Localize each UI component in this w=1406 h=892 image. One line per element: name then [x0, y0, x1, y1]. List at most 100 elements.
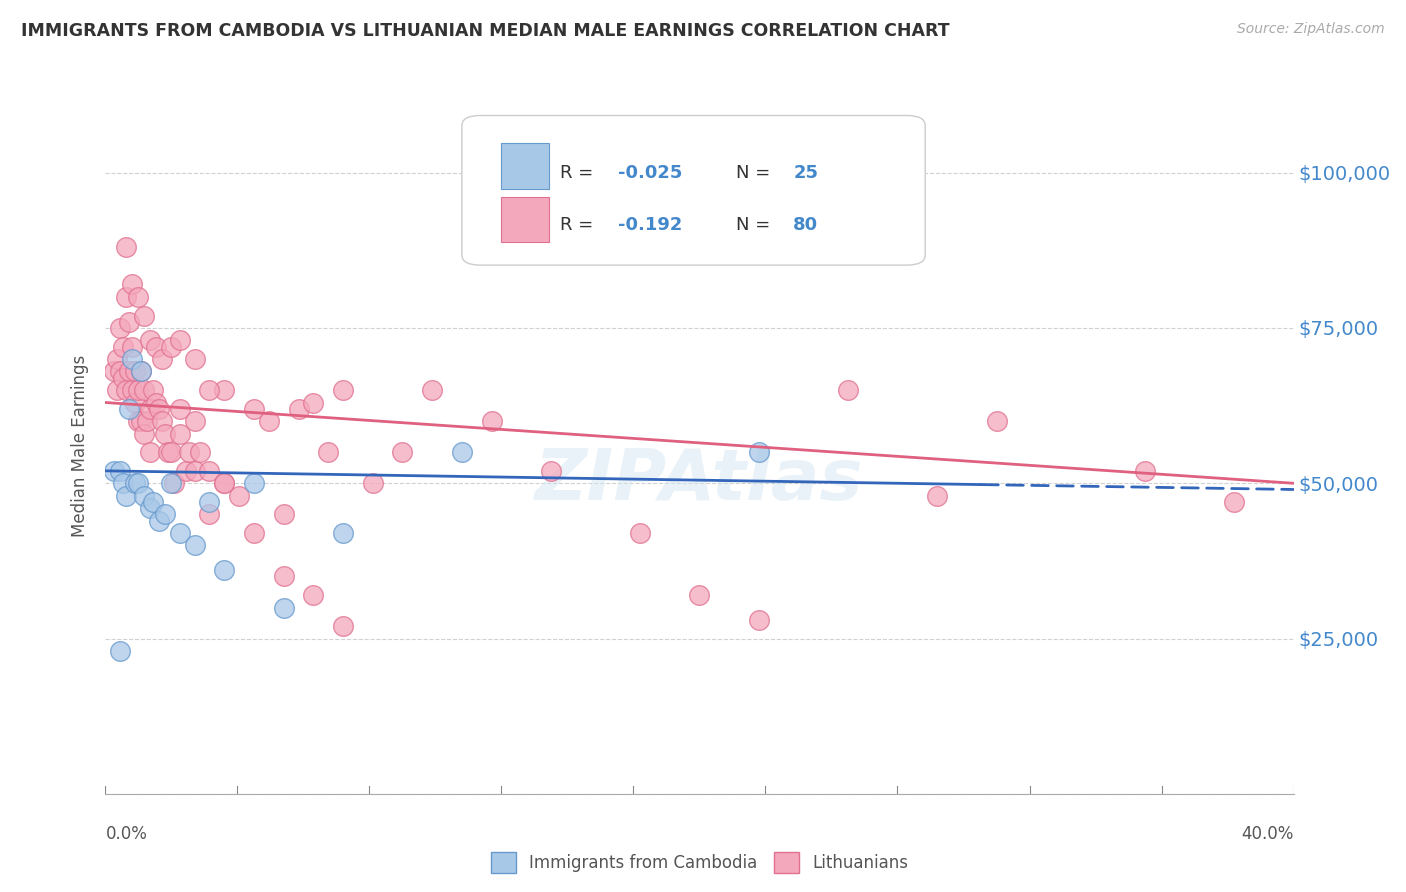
Point [148, 401, 170, 416]
Point [142, 495, 165, 509]
Point [118, 401, 141, 416]
Y-axis label: Median Male Earnings: Median Male Earnings [72, 355, 90, 537]
Point [142, 383, 165, 397]
Point [150, 414, 173, 428]
Text: 40.0%: 40.0% [1241, 825, 1294, 843]
Point [129, 364, 152, 378]
Text: R =: R = [561, 217, 599, 235]
Point [124, 395, 146, 409]
Point [169, 334, 191, 348]
Point [214, 563, 236, 577]
Point [287, 401, 309, 416]
Point [115, 383, 138, 397]
Text: N =: N = [737, 163, 776, 182]
Point [115, 290, 138, 304]
Point [159, 445, 181, 459]
Point [1133, 464, 1156, 478]
Point [132, 383, 155, 397]
Point [169, 525, 191, 540]
Text: 80: 80 [793, 217, 818, 235]
Point [121, 383, 143, 397]
Point [127, 476, 149, 491]
Point [748, 613, 770, 627]
Point [332, 383, 354, 397]
FancyBboxPatch shape [501, 144, 548, 188]
Text: ZIPAtlas: ZIPAtlas [536, 446, 863, 516]
Point [103, 364, 125, 378]
Point [198, 383, 221, 397]
Point [837, 383, 859, 397]
Point [1223, 495, 1246, 509]
Point [391, 445, 413, 459]
Point [174, 464, 197, 478]
Point [127, 383, 149, 397]
Point [132, 426, 155, 441]
Point [129, 364, 152, 378]
Text: R =: R = [561, 163, 599, 182]
Point [159, 340, 181, 354]
Point [190, 445, 212, 459]
Point [159, 476, 181, 491]
Legend: Immigrants from Cambodia, Lithuanians: Immigrants from Cambodia, Lithuanians [484, 846, 915, 880]
Point [420, 383, 443, 397]
Point [139, 501, 162, 516]
Point [481, 414, 503, 428]
Point [273, 600, 295, 615]
Point [112, 370, 135, 384]
Point [228, 489, 250, 503]
Point [110, 364, 132, 378]
Point [361, 476, 384, 491]
Text: 25: 25 [793, 163, 818, 182]
Point [124, 476, 146, 491]
Text: -0.025: -0.025 [617, 163, 682, 182]
Point [243, 476, 266, 491]
Point [110, 464, 132, 478]
Point [163, 476, 186, 491]
Point [169, 426, 191, 441]
Point [183, 464, 205, 478]
Point [332, 619, 354, 633]
Text: IMMIGRANTS FROM CAMBODIA VS LITHUANIAN MEDIAN MALE EARNINGS CORRELATION CHART: IMMIGRANTS FROM CAMBODIA VS LITHUANIAN M… [21, 22, 949, 40]
Text: -0.192: -0.192 [617, 217, 682, 235]
Point [110, 321, 132, 335]
Point [183, 414, 205, 428]
Point [177, 445, 200, 459]
Point [198, 508, 221, 522]
Point [153, 508, 176, 522]
Point [316, 445, 339, 459]
Point [110, 644, 132, 658]
Point [145, 395, 167, 409]
Point [115, 240, 138, 254]
Text: N =: N = [737, 217, 776, 235]
Point [540, 464, 562, 478]
Point [169, 401, 191, 416]
Point [121, 277, 143, 292]
Point [115, 489, 138, 503]
Point [124, 364, 146, 378]
Point [243, 525, 266, 540]
Point [139, 401, 162, 416]
Point [243, 401, 266, 416]
Point [112, 476, 135, 491]
Point [148, 514, 170, 528]
Point [450, 445, 472, 459]
Point [214, 383, 236, 397]
FancyBboxPatch shape [501, 197, 548, 242]
Point [121, 351, 143, 366]
Point [257, 414, 280, 428]
Point [628, 525, 651, 540]
Point [273, 508, 295, 522]
Point [150, 351, 173, 366]
Point [127, 414, 149, 428]
Point [214, 476, 236, 491]
Point [198, 495, 221, 509]
Point [748, 445, 770, 459]
Point [156, 445, 179, 459]
Text: 0.0%: 0.0% [105, 825, 148, 843]
Point [112, 340, 135, 354]
Point [332, 525, 354, 540]
Point [214, 476, 236, 491]
Point [986, 414, 1008, 428]
Point [105, 383, 128, 397]
Point [118, 364, 141, 378]
